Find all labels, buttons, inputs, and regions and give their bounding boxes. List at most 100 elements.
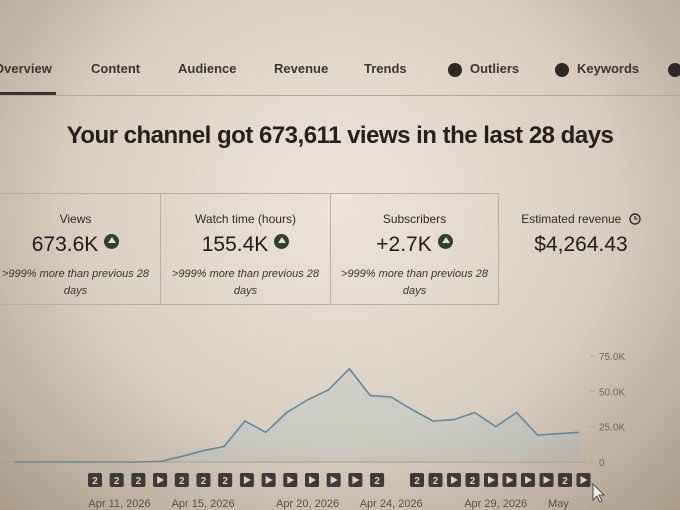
video-marker[interactable]: 2 [428, 473, 443, 487]
video-marker[interactable]: 2 [218, 473, 233, 487]
metric-note: >999% more than previous 28 days [1, 268, 150, 297]
video-marker[interactable] [283, 473, 298, 487]
metric-value: +2.7K [331, 233, 498, 257]
video-marker[interactable] [576, 473, 591, 487]
metric-card[interactable]: Estimated revenue $4,264.43 [498, 193, 664, 305]
marker-box [370, 473, 385, 487]
play-icon [451, 476, 458, 484]
tab-icon [555, 63, 569, 77]
marker-box [174, 473, 189, 487]
marker-box [218, 473, 233, 487]
tab[interactable]: Overview [0, 61, 52, 76]
metric-number: 673.6K [31, 233, 99, 256]
tab[interactable]: Keywords [577, 61, 640, 76]
headline: Your channel got 673,611 views in the la… [66, 122, 614, 149]
video-marker[interactable] [261, 473, 276, 487]
x-tick-label: Apr 15, 2026 [172, 498, 235, 510]
marker-label: 2 [414, 476, 420, 487]
marker-label: 2 [433, 476, 439, 487]
play-icon [265, 476, 273, 484]
metric-card[interactable]: Subscribers +2.7K >999% more than previo… [330, 193, 499, 305]
play-icon [543, 476, 551, 484]
video-marker[interactable] [447, 473, 461, 487]
video-marker[interactable] [305, 473, 319, 487]
video-marker[interactable] [348, 473, 363, 487]
video-marker[interactable] [521, 473, 535, 487]
x-tick-label: Apr 29, 2026 [464, 498, 527, 510]
video-marker[interactable] [539, 473, 554, 487]
play-icon [309, 476, 316, 484]
play-icon [243, 476, 251, 484]
cursor [592, 483, 605, 503]
y-tick-label: 25.0K [599, 423, 625, 434]
metric-value: 673.6K [0, 233, 160, 257]
marker-label: 2 [179, 476, 185, 487]
metric-label: Estimated revenue [499, 212, 663, 226]
tab[interactable]: Content [91, 61, 141, 76]
up-icon [274, 234, 290, 249]
play-icon [580, 476, 588, 484]
metric-number: +2.7K [376, 233, 432, 256]
marker-box [109, 473, 124, 487]
video-marker[interactable]: 2 [558, 473, 572, 487]
video-marker[interactable] [484, 473, 498, 487]
video-marker[interactable]: 2 [109, 473, 124, 487]
video-marker[interactable]: 2 [131, 473, 146, 487]
tab[interactable]: Revenue [274, 61, 329, 76]
tab[interactable]: Outliers [470, 61, 520, 76]
marker-box [558, 473, 572, 487]
metric-card[interactable]: Views 673.6K >999% more than previous 28… [0, 193, 161, 305]
video-marker[interactable] [502, 473, 517, 487]
metric-label: Watch time (hours) [195, 212, 296, 226]
video-marker[interactable]: 2 [370, 473, 385, 487]
marker-box [131, 473, 146, 487]
tab-icon [448, 63, 462, 77]
tab[interactable]: Trends [364, 61, 407, 76]
marker-box [428, 473, 443, 487]
play-icon [525, 476, 532, 484]
metric-label-text: Estimated revenue [521, 212, 622, 226]
video-marker[interactable] [239, 473, 254, 487]
metric-label: Views [59, 212, 92, 226]
video-marker[interactable]: 2 [174, 473, 189, 487]
x-tick-label: Apr 24, 2026 [360, 498, 423, 510]
metric-value: 155.4K [161, 233, 330, 257]
marker-label: 2 [222, 476, 228, 487]
marker-box [465, 473, 480, 487]
y-tick-label: 0 [599, 458, 605, 469]
marker-label: 2 [136, 476, 142, 487]
video-marker[interactable]: 2 [196, 473, 211, 487]
marker-label: 2 [114, 476, 120, 487]
video-marker[interactable] [326, 473, 341, 487]
marker-label: 2 [470, 476, 476, 487]
x-tick-label: Apr 11, 2026 [88, 498, 150, 510]
metric-label: Subscribers [382, 212, 447, 226]
line [15, 367, 580, 463]
metric-note: >999% more than previous 28 days [340, 268, 489, 297]
metric-value: $4,264.43 [534, 233, 628, 256]
x-tick-label: Apr 20, 2026 [276, 498, 339, 510]
video-marker[interactable]: 2 [410, 473, 424, 487]
play-icon [157, 476, 165, 484]
play-icon [330, 476, 338, 484]
marker-label: 2 [374, 476, 380, 487]
marker-label: 2 [201, 476, 207, 487]
y-tick-label: 75.0K [599, 352, 625, 363]
tab-underline [0, 92, 56, 95]
marker-label: 2 [562, 476, 568, 487]
metric-number: 155.4K [201, 233, 269, 256]
video-marker[interactable] [153, 473, 168, 487]
y-tick-label: 50.0K [599, 387, 625, 398]
tab[interactable]: Audience [178, 61, 237, 76]
play-icon [352, 476, 360, 484]
marker-label: 2 [92, 476, 98, 487]
tab-icon [668, 63, 680, 77]
up-icon [437, 234, 453, 249]
metric-note: >999% more than previous 28 days [171, 268, 320, 297]
video-marker[interactable]: 2 [88, 473, 102, 487]
marker-box [88, 473, 102, 487]
video-marker[interactable]: 2 [465, 473, 480, 487]
tab-bar: Overview Content Audience Revenue Trends… [0, 0, 680, 96]
